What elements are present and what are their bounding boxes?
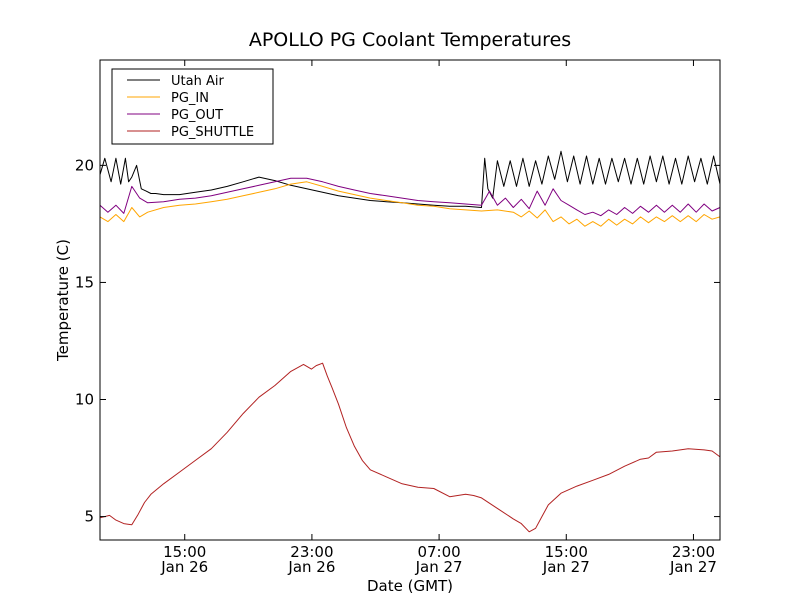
y-tick-label: 5	[84, 508, 94, 526]
y-axis-label: Temperature (C)	[54, 239, 72, 362]
plot-frame	[99, 59, 721, 541]
legend-label-pg-shuttle: PG_SHUTTLE	[171, 125, 254, 140]
chart-title: APOLLO PG Coolant Temperatures	[249, 29, 571, 51]
legend-label-utah-air: Utah Air	[171, 74, 224, 89]
x-tick-label-time: 15:00	[163, 543, 206, 561]
x-tick-label-time: 23:00	[672, 543, 715, 561]
x-tick-label-date: Jan 26	[160, 558, 208, 576]
x-axis-label: Date (GMT)	[367, 577, 453, 595]
y-tick-label: 10	[75, 391, 94, 409]
series-line-utah-air	[99, 150, 721, 208]
series-line-pg-shuttle	[99, 362, 721, 533]
y-tick-label: 15	[75, 273, 94, 291]
x-tick-label-time: 07:00	[417, 543, 460, 561]
series-layer	[99, 150, 721, 533]
series-line-pg-out	[99, 177, 721, 217]
x-tick-label-date: Jan 27	[542, 558, 590, 576]
x-tick-label-date: Jan 27	[669, 558, 717, 576]
y-tick-label: 20	[75, 156, 94, 174]
x-tick-label-time: 15:00	[545, 543, 588, 561]
series-line-pg-in	[99, 181, 721, 227]
legend-label-pg-out: PG_OUT	[171, 108, 223, 123]
legend-label-pg-in: PG_IN	[171, 91, 209, 106]
x-tick-label-date: Jan 27	[415, 558, 463, 576]
legend: Utah Air PG_IN PG_OUT PG_SHUTTLE	[111, 68, 274, 145]
x-tick-label-time: 23:00	[290, 543, 333, 561]
x-tick-label-date: Jan 26	[287, 558, 335, 576]
